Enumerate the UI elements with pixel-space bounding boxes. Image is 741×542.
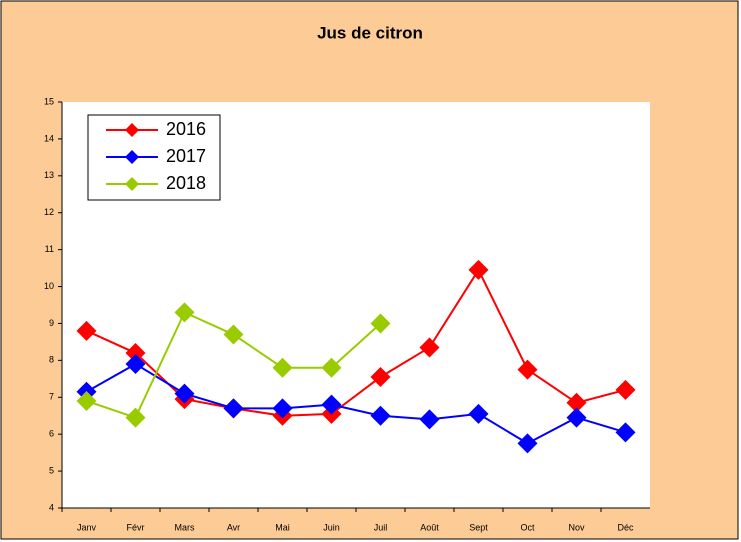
x-tick-label: Août (420, 522, 439, 532)
x-tick-label: Sept (469, 522, 488, 532)
y-tick-label: 11 (45, 244, 54, 254)
series-line (86, 267, 626, 417)
data-point (517, 359, 538, 380)
data-point (125, 342, 146, 363)
y-tick-label: 10 (44, 281, 54, 291)
data-point (419, 409, 440, 430)
data-point (174, 383, 195, 404)
data-point (615, 379, 636, 400)
data-point (370, 313, 391, 334)
data-point (125, 354, 146, 375)
data-point (468, 403, 489, 424)
data-point (566, 407, 587, 428)
data-point (370, 366, 391, 387)
data-point (321, 357, 342, 378)
x-tick-label: Mars (175, 522, 195, 532)
chart-title: Jus de citron (317, 23, 423, 42)
data-point (566, 392, 587, 413)
x-tick-label: Juil (374, 522, 388, 532)
data-point (615, 422, 636, 443)
legend-marker (125, 177, 139, 191)
data-point (76, 320, 97, 341)
legend-marker (125, 123, 139, 137)
y-tick-label: 13 (44, 170, 54, 180)
x-tick-label: Déc (617, 522, 634, 532)
data-point (272, 357, 293, 378)
y-tick-label: 8 (49, 355, 54, 365)
x-tick-label: Oct (520, 522, 535, 532)
data-point (272, 398, 293, 419)
data-point (76, 390, 97, 411)
y-tick-label: 4 (49, 502, 54, 512)
data-point (517, 433, 538, 454)
x-tick-label: Mai (275, 522, 290, 532)
y-tick-label: 9 (49, 318, 54, 328)
series-line (86, 362, 626, 445)
legend-label: 2017 (166, 146, 206, 166)
data-point (370, 405, 391, 426)
x-tick-label: Juin (323, 522, 340, 532)
data-point (223, 324, 244, 345)
data-point (321, 394, 342, 415)
y-tick-label: 7 (49, 392, 54, 402)
data-point (468, 259, 489, 280)
y-tick-label: 5 (49, 465, 54, 475)
data-point (223, 398, 244, 419)
y-tick-label: 6 (49, 429, 54, 439)
legend-label: 2016 (166, 119, 206, 139)
x-tick-label: Févr (127, 522, 145, 532)
data-point (174, 302, 195, 323)
x-tick-label: Nov (568, 522, 585, 532)
data-point (125, 407, 146, 428)
y-tick-label: 14 (44, 133, 54, 143)
x-tick-label: Avr (227, 522, 240, 532)
legend-marker (125, 150, 139, 164)
y-tick-label: 12 (44, 207, 54, 217)
x-tick-label: Janv (77, 522, 97, 532)
data-point (419, 337, 440, 358)
legend-label: 2018 (166, 173, 206, 193)
y-tick-label: 15 (44, 96, 54, 106)
